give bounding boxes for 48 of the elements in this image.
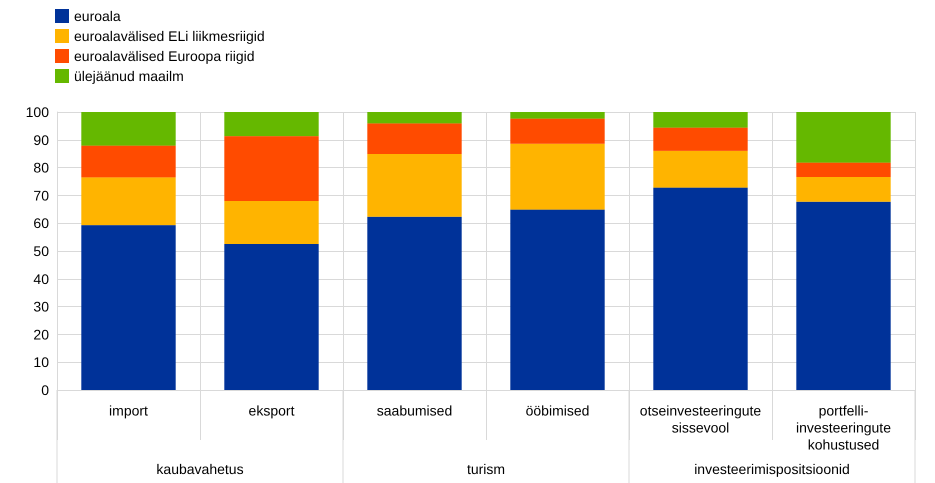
bar (224, 244, 319, 390)
bar (796, 202, 891, 390)
bar (510, 144, 605, 210)
y-tick-label: 60 (33, 215, 50, 232)
legend-label: ülejäänud maailm (74, 68, 184, 84)
bar (653, 112, 748, 128)
x-tick-label: otseinvesteeringute sissevool (640, 402, 762, 436)
x-tick-label: eksport (248, 402, 295, 418)
y-tick-label: 80 (33, 160, 50, 176)
legend-label: euroalavälised ELi liikmesriigid (74, 28, 265, 44)
y-tick-label: 40 (33, 270, 50, 287)
x-tick-label: import (109, 402, 148, 418)
legend-label: euroalavälised Euroopa riigid (74, 48, 255, 64)
bar (224, 200, 319, 244)
bar (224, 112, 319, 136)
bar (81, 146, 176, 178)
y-tick-label: 70 (33, 187, 50, 204)
bar (367, 123, 462, 154)
bar (796, 177, 891, 202)
bar (796, 162, 891, 178)
bar (510, 112, 605, 119)
bar (796, 112, 891, 163)
x-tick-label: saabumised (376, 402, 452, 418)
y-tick-label: 100 (26, 104, 50, 120)
y-tick-label: 0 (41, 382, 50, 398)
bar (510, 210, 605, 390)
y-tick-label: 10 (33, 354, 50, 370)
bar (81, 112, 176, 146)
bar (81, 177, 176, 226)
x-tick-label: ööbimised (526, 402, 590, 418)
y-tick-label: 50 (33, 243, 50, 259)
bar (367, 216, 462, 390)
legend-label: euroala (74, 8, 121, 24)
text: investeerimispositsioonid (694, 461, 850, 477)
y-tick-label: 90 (33, 132, 50, 148)
bar (81, 225, 176, 390)
bar (653, 128, 748, 151)
y-tick-label: 30 (33, 298, 50, 315)
bar (224, 136, 319, 201)
bar (653, 188, 748, 390)
y-tick-label: 20 (33, 326, 50, 342)
bar (653, 150, 748, 188)
bar (510, 118, 605, 144)
bar (367, 112, 462, 124)
bar (367, 154, 462, 217)
x-tick-label: portfelli- investeeringute kohustused (796, 402, 892, 452)
text: turism (466, 461, 506, 477)
text: kaubavahetus (156, 461, 244, 477)
